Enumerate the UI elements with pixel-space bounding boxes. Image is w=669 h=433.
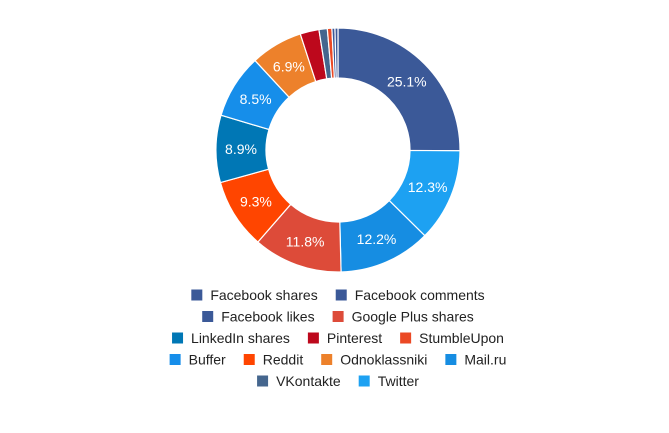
slice-label-mail-ru: 12.2% (357, 231, 397, 247)
legend-label: Buffer (189, 352, 226, 368)
legend-swatch (191, 289, 203, 301)
legend-item-facebook-shares[interactable]: Facebook shares (191, 287, 318, 303)
legend-label: Twitter (378, 373, 420, 389)
legend-swatch (172, 332, 184, 344)
legend-label: Odnoklassniki (340, 352, 427, 368)
slice-label-twitter: 12.3% (408, 179, 448, 195)
legend-item-google-plus-shares[interactable]: Google Plus shares (332, 309, 474, 325)
legend-label: Facebook likes (221, 309, 314, 325)
legend-label: Facebook shares (210, 287, 317, 303)
legend-item-buffer[interactable]: Buffer (169, 352, 226, 368)
slice-label-buffer: 8.5% (240, 91, 272, 107)
legend-item-facebook-likes[interactable]: Facebook likes (202, 309, 315, 325)
legend-swatch (400, 332, 412, 344)
legend-swatch (257, 375, 269, 387)
slice-label-odnoklassniki: 6.9% (273, 58, 305, 74)
legend-item-facebook-comments[interactable]: Facebook comments (335, 287, 485, 303)
legend-label: Facebook comments (355, 287, 485, 303)
slice-label-facebook-shares: 25.1% (387, 74, 427, 90)
legend-label: Pinterest (327, 330, 382, 346)
legend-item-mail-ru[interactable]: Mail.ru (445, 352, 506, 368)
slice-labels: 25.1% 12.3% 12.2% 11.8% 9.3% 8.9% 8.5% 6.9% (225, 58, 447, 249)
slice-label-reddit: 9.3% (240, 194, 272, 210)
legend-swatch (335, 289, 347, 301)
slice-label-google-plus-shares: 11.8% (286, 233, 325, 249)
legend-item-reddit[interactable]: Reddit (243, 352, 304, 368)
legend-swatch (445, 354, 457, 365)
legend-swatch (358, 375, 370, 387)
legend-swatch (332, 311, 344, 322)
legend-swatch (321, 354, 333, 365)
legend: Facebook shares Facebook comments Facebook… (169, 287, 506, 389)
legend-item-vkontakte[interactable]: VKontakte (257, 373, 341, 389)
legend-label: StumbleUpon (419, 330, 504, 346)
legend-swatch (243, 354, 255, 365)
legend-label: Google Plus shares (352, 309, 474, 325)
slice-label-linkedin-shares: 8.9% (225, 141, 257, 157)
legend-label: Reddit (263, 352, 304, 368)
legend-label: Mail.ru (464, 352, 506, 368)
legend-swatch (169, 354, 181, 365)
legend-item-stumbleupon[interactable]: StumbleUpon (400, 330, 504, 346)
legend-label: VKontakte (276, 373, 341, 389)
legend-item-twitter[interactable]: Twitter (358, 373, 420, 389)
donut-slices (215, 27, 461, 273)
legend-item-odnoklassniki[interactable]: Odnoklassniki (321, 352, 427, 368)
legend-swatch (202, 311, 214, 322)
legend-item-linkedin-shares[interactable]: LinkedIn shares (172, 330, 290, 346)
legend-item-pinterest[interactable]: Pinterest (307, 330, 382, 346)
slice-facebook-likes[interactable] (334, 27, 339, 79)
legend-label: LinkedIn shares (191, 330, 290, 346)
legend-swatch (307, 332, 319, 344)
